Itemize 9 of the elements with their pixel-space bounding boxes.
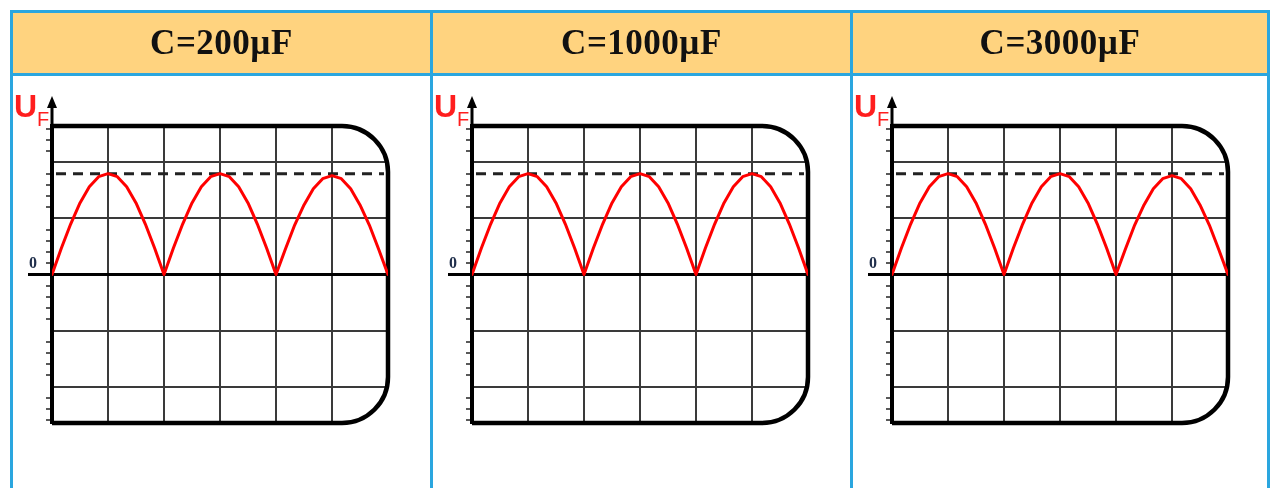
y-axis-title: U$_{F}$ [434, 88, 470, 130]
text: 0 [29, 253, 37, 271]
text: 0 [449, 253, 457, 271]
chart-title: C=200µF [13, 10, 430, 76]
chart-title: C=1000µF [433, 10, 850, 76]
y-axis-title: U$_{F}$ [14, 88, 50, 130]
chart-title: C=3000µF [853, 10, 1267, 76]
y-axis-title: U$_{F}$ [854, 88, 890, 130]
text: 0 [869, 253, 877, 271]
